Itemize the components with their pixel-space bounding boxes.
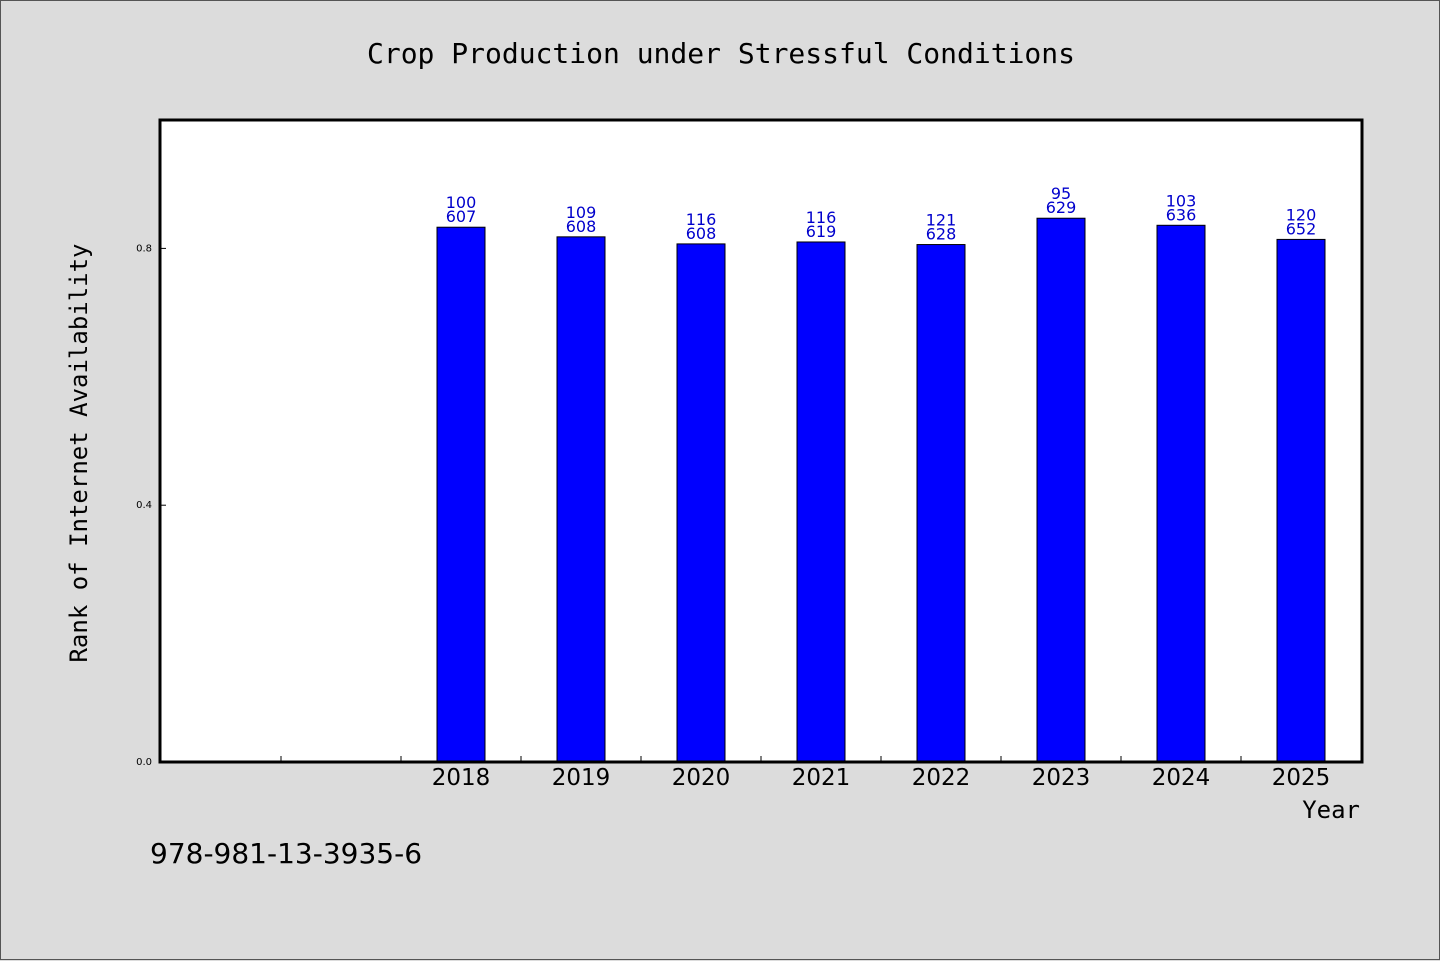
x-axis-label: Year	[1302, 796, 1360, 824]
x-tick-label: 2018	[432, 765, 491, 791]
data-label-bottom: 608	[686, 224, 717, 243]
data-label-bottom: 636	[1166, 205, 1197, 224]
data-label-bottom: 608	[566, 217, 597, 236]
data-label-top: 121	[926, 211, 957, 230]
bar-2024	[1156, 224, 1206, 763]
x-tick-label: 2023	[1032, 765, 1091, 791]
bar-2025	[1276, 238, 1326, 763]
bar-2018	[436, 226, 486, 763]
chart-title: Crop Production under Stressful Conditio…	[367, 37, 1075, 70]
data-label-top: 116	[806, 208, 837, 227]
data-label-top: 100	[446, 193, 477, 212]
y-axis-label: Rank of Internet Availability	[65, 243, 93, 662]
y-tick-label: 0.4	[136, 500, 152, 511]
x-tick-label: 2021	[792, 765, 851, 791]
data-label-bottom: 652	[1286, 219, 1317, 238]
bars-layer	[436, 217, 1326, 763]
data-label-top: 103	[1166, 191, 1197, 210]
plot-border	[158, 118, 1364, 764]
data-label-bottom: 619	[806, 222, 837, 241]
data-label-bottom: 607	[446, 207, 477, 226]
data-label-bottom: 628	[926, 225, 957, 244]
x-tick-label: 2025	[1272, 765, 1331, 791]
x-tick-label: 2024	[1152, 765, 1211, 791]
data-label-top: 120	[1286, 205, 1317, 224]
footer-code: 978-981-13-3935-6	[150, 837, 422, 870]
bar-2021	[796, 241, 846, 763]
data-label-bottom: 629	[1046, 198, 1077, 217]
x-tick-label: 2022	[912, 765, 971, 791]
x-ticks-layer: 2018 2019 2020 2021 2022 2023 2024 2025	[280, 756, 1331, 791]
x-tick-label: 2020	[672, 765, 731, 791]
bar-2022	[916, 244, 966, 763]
y-tick-label: 0.8	[136, 243, 152, 254]
data-label-top: 95	[1051, 184, 1071, 203]
data-label-top: 116	[686, 210, 717, 229]
bar-2020	[676, 243, 726, 763]
x-tick-label: 2019	[552, 765, 611, 791]
y-tick-label: 0.0	[136, 757, 152, 768]
bar-2023	[1036, 217, 1086, 763]
data-label-top: 109	[566, 203, 597, 222]
bar-2019	[556, 236, 606, 763]
